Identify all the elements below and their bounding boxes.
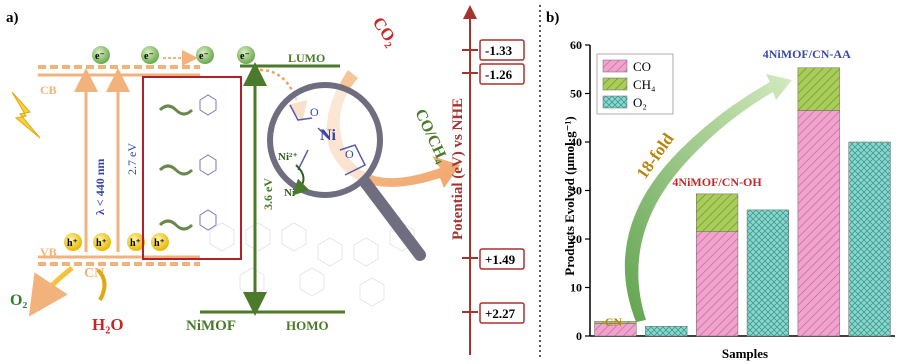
y-tick-label: 20 [570, 232, 582, 246]
bar-ch4-4 [797, 67, 840, 111]
chart-axes: 0 10 20 30 40 50 60 [570, 38, 895, 343]
benzoate-groups [199, 94, 217, 231]
category-label-4: 4NiMOF/CN-AA [763, 47, 851, 61]
category-label-2: 4NiMOF/CN-OH [672, 175, 762, 189]
y-tick-label: 60 [570, 38, 582, 52]
interface-box [142, 76, 242, 260]
y-tick-label: 10 [570, 281, 582, 295]
bar-ch4-2 [695, 193, 739, 232]
legend-swatch-o2 [602, 95, 628, 109]
cn-gap-label: 2.7 eV [125, 143, 139, 175]
co2-conversion-arrow [326, 70, 460, 188]
svg-text:e⁻: e⁻ [144, 51, 154, 62]
ni-label: Ni [320, 127, 337, 144]
svg-text:h⁺: h⁺ [154, 238, 165, 249]
o-label-1: O [310, 105, 319, 119]
y-tick-label: 0 [576, 329, 582, 343]
svg-text:h⁺: h⁺ [96, 238, 107, 249]
o-label-2: O [345, 147, 354, 161]
svg-text:+2.27: +2.27 [485, 306, 516, 321]
panel-b-label: b) [546, 10, 559, 26]
o2-label: O₂ [10, 292, 27, 309]
hole-3: h⁺ [127, 233, 145, 251]
svg-text:-1.33: -1.33 [485, 43, 513, 58]
homo-label: HOMO [286, 318, 329, 333]
panel-a-label: a) [6, 10, 19, 26]
svg-text:e⁻: e⁻ [240, 51, 250, 62]
svg-text:+1.49: +1.49 [485, 252, 516, 267]
y-tick-label: 30 [570, 184, 582, 198]
light-bolt-icon [11, 91, 41, 139]
legend-label-o2: O₂ [633, 95, 647, 110]
svg-text:e⁻: e⁻ [199, 51, 209, 62]
electron-2: e⁻ [141, 46, 159, 64]
svg-text:h⁺: h⁺ [67, 238, 78, 249]
potential-tick-2: -1.26 [462, 63, 525, 85]
svg-text:h⁺: h⁺ [130, 238, 141, 249]
potential-tick-4: +2.27 [462, 302, 525, 324]
svg-text:-1.26: -1.26 [485, 67, 513, 82]
potential-tick-1: -1.33 [462, 39, 525, 61]
fold-increase-arrow [624, 74, 792, 322]
electron-4: e⁻ [237, 46, 255, 64]
co2-label: CO₂ [369, 13, 402, 49]
cb-label: CB [40, 83, 57, 97]
ni-reduction-arrow [292, 164, 310, 196]
chart-bars [594, 67, 891, 337]
nimof-label: NiMOF [186, 318, 236, 334]
potential-axis-label: Potential (eV) vs NHE [450, 98, 466, 240]
hole-1: h⁺ [64, 233, 82, 251]
products-bar-chart: b) Products Evolved (μmol·g⁻¹) Samples 0… [546, 10, 895, 361]
legend-label-co: CO [633, 59, 651, 74]
category-labels: CN 4NiMOF/CN-OH 4NiMOF/CN-AA [605, 47, 851, 329]
chart-legend: CO CH₄ O₂ [596, 53, 674, 115]
bar-o2-5 [848, 141, 891, 337]
lumo-label: LUMO [288, 51, 325, 65]
category-label-0: CN [605, 315, 623, 329]
bar-o2-1 [645, 326, 688, 337]
y-axis-label: Products Evolved (μmol·g⁻¹) [562, 116, 577, 275]
band-diagram-panel: a) CB VB CN λ < 440 nm 2.7 eV e⁻ e [6, 5, 525, 355]
products-label: CO/CH₄ [411, 107, 451, 166]
bar-co-2 [695, 231, 739, 337]
x-axis-label: Samples [722, 346, 768, 361]
linker-molecules [158, 104, 194, 231]
legend-swatch-co [602, 59, 628, 73]
electron-3: e⁻ [196, 46, 214, 64]
bar-o2-3 [746, 209, 790, 337]
hole-4: h⁺ [151, 233, 169, 251]
oxidation-arrow [28, 266, 74, 317]
h2o-label: H₂O [92, 315, 124, 334]
wavelength-label: λ < 440 nm [93, 159, 107, 215]
svg-text:e⁻: e⁻ [95, 51, 105, 62]
ni2-label: Ni²⁺ [278, 151, 298, 163]
water-arrow [96, 268, 107, 301]
hole-2: h⁺ [93, 233, 111, 251]
potential-tick-3: +1.49 [462, 248, 525, 270]
vb-label: VB [40, 245, 57, 259]
bar-ch4-0 [594, 321, 637, 324]
bar-co-4 [797, 110, 840, 337]
y-tick-label: 40 [570, 135, 582, 149]
electron-1: e⁻ [92, 46, 110, 64]
mof-gap-label: 3.6 eV [261, 178, 275, 210]
ni-coordination-bonds [289, 104, 367, 176]
legend-swatch-ch4 [602, 77, 628, 91]
y-tick-label: 50 [570, 87, 582, 101]
legend-label-ch4: CH₄ [633, 77, 656, 92]
